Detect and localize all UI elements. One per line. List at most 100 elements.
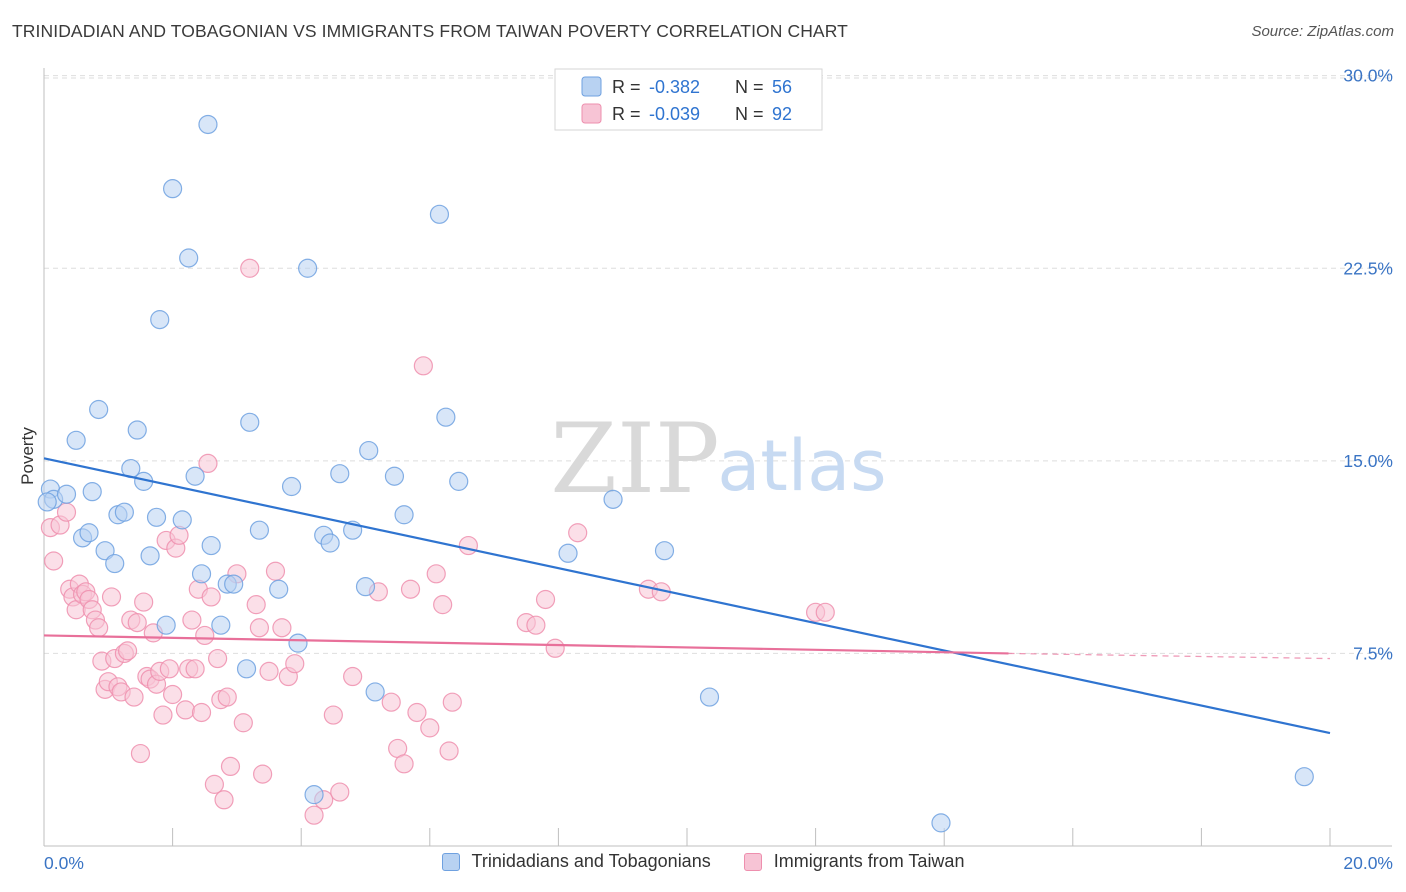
stats-legend-blue-swatch: [581, 76, 602, 97]
pink-point-49: [208, 648, 228, 669]
pink-point-68: [330, 782, 350, 802]
blue-point-7: [89, 399, 109, 420]
chart-title: TRINIDADIAN AND TOBAGONIAN VS IMMIGRANTS…: [12, 21, 848, 41]
pink-point-74: [400, 579, 421, 599]
pink-point-91: [442, 692, 462, 712]
pink-point-71: [381, 692, 401, 712]
blue-point-47: [436, 407, 456, 427]
pink-trend-line-extension: [1008, 652, 1331, 660]
blue-point-9: [105, 553, 125, 574]
pink-point-27: [134, 592, 154, 612]
stats-legend-blue-r-value: -0.382: [649, 77, 700, 97]
blue-point-50: [603, 489, 623, 509]
blue-point-29: [236, 659, 257, 679]
blue-point-53: [931, 813, 951, 833]
gridlines: [44, 75, 1392, 654]
pink-point-62: [272, 618, 292, 638]
blue-point-21: [179, 248, 199, 268]
x-tick-label-max: 20.0%: [1343, 853, 1393, 873]
pink-point-45: [195, 625, 215, 646]
blue-point-2: [56, 484, 77, 504]
blue-point-41: [355, 577, 376, 597]
legend-label-taiwan: Immigrants from Taiwan: [773, 851, 965, 871]
pink-point-57: [246, 595, 266, 615]
legend-label-trinidadians: Trinidadians and Tobagonians: [471, 851, 711, 871]
watermark-atlas: atlas: [717, 425, 886, 507]
blue-point-25: [201, 535, 221, 556]
stats-legend-blue-n-label: N =: [735, 77, 764, 97]
blue-point-55: [37, 492, 57, 512]
blue-point-49: [558, 543, 578, 563]
y-tick-label-1: 15.0%: [1343, 451, 1393, 471]
pink-point-81: [458, 535, 478, 556]
pink-point-85: [545, 638, 565, 658]
blue-point-15: [140, 546, 160, 566]
tick-labels: 7.5% 15.0% 22.5% 30.0% 0.0% 20.0%: [44, 66, 1393, 873]
x-tick-label-min: 0.0%: [44, 853, 84, 873]
blue-point-39: [330, 464, 350, 484]
pink-point-46: [198, 453, 218, 474]
pink-point-79: [433, 595, 453, 615]
pink-point-75: [407, 702, 427, 723]
blue-point-22: [185, 466, 205, 486]
blue-point-33: [281, 476, 302, 497]
stats-legend-blue-r-label: R =: [612, 77, 641, 97]
stats-legend-pink-swatch: [581, 103, 602, 124]
pink-point-1: [44, 551, 64, 571]
pink-point-33: [153, 705, 173, 725]
stats-legend-pink-n-label: N =: [735, 104, 764, 124]
legend-item-trinidadians[interactable]: Trinidadians and Tobagonians: [441, 851, 711, 872]
pink-trend-line: [43, 634, 1009, 655]
blue-point-13: [127, 420, 147, 440]
blue-point-51: [654, 541, 675, 561]
pink-point-83: [526, 615, 546, 635]
pink-point-60: [259, 661, 279, 681]
pink-point-26: [130, 743, 151, 764]
blue-point-44: [384, 466, 405, 486]
blue-point-5: [79, 523, 99, 543]
pink-point-76: [413, 356, 433, 376]
pink-point-69: [343, 666, 363, 687]
pink-point-58: [249, 618, 270, 638]
blue-point-48: [449, 471, 469, 491]
watermark: ZIP atlas: [550, 403, 886, 515]
pink-point-39: [175, 700, 196, 720]
pink-point-51: [214, 790, 234, 810]
blue-point-26: [211, 615, 231, 635]
legend-item-taiwan[interactable]: Immigrants from Taiwan: [743, 851, 965, 872]
pink-point-77: [420, 718, 440, 738]
blue-point-34: [288, 633, 308, 653]
blue-point-52: [699, 687, 720, 707]
y-tick-label-3: 30.0%: [1343, 66, 1393, 86]
blue-point-16: [146, 507, 167, 527]
blue-point-36: [304, 785, 324, 805]
stats-legend-pink-r-label: R =: [612, 104, 641, 124]
pink-series-points: [40, 258, 835, 825]
blue-point-54: [1294, 767, 1314, 787]
pink-point-13: [89, 618, 109, 638]
pink-point-73: [394, 754, 414, 774]
stats-legend: R = -0.382 N = 56 R = -0.039 N = 92: [554, 68, 823, 131]
blue-point-46: [429, 204, 450, 224]
blue-point-20: [172, 510, 192, 530]
stats-legend-pink-r-value: -0.039: [649, 104, 700, 124]
pink-point-67: [323, 705, 343, 725]
watermark-zip: ZIP: [550, 403, 719, 515]
bottom-legend: Trinidadians and Tobagonians Immigrants …: [0, 851, 1406, 876]
blue-point-18: [156, 615, 176, 635]
pink-point-48: [204, 774, 224, 794]
legend-swatch-blue: [441, 852, 460, 871]
blue-point-28: [224, 574, 244, 594]
pink-point-52: [217, 687, 237, 707]
blue-point-24: [198, 114, 218, 135]
trend-lines: [43, 457, 1331, 735]
pink-point-38: [169, 525, 189, 545]
blue-point-30: [240, 412, 260, 432]
pink-point-42: [185, 659, 205, 679]
pink-point-53: [220, 756, 241, 777]
blue-series-points: [37, 114, 1314, 833]
blue-point-3: [66, 430, 86, 450]
pink-point-36: [163, 684, 183, 705]
blue-point-31: [249, 520, 270, 540]
pink-point-47: [201, 587, 221, 607]
